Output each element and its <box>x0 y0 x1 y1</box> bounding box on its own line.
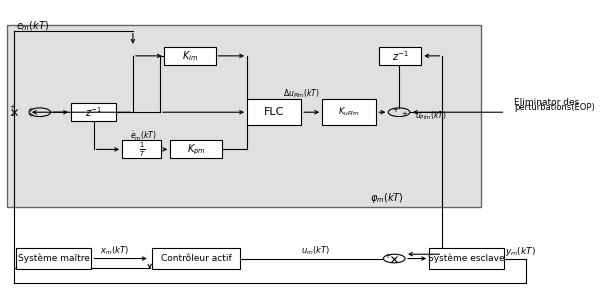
Text: Eliminator des: Eliminator des <box>515 98 580 107</box>
FancyBboxPatch shape <box>16 248 91 269</box>
Text: +: + <box>9 104 15 110</box>
Text: $u_m(kT)$: $u_m(kT)$ <box>301 245 330 257</box>
Text: $\varphi_m(kT)$: $\varphi_m(kT)$ <box>370 191 404 205</box>
Text: $e_m(kT)$: $e_m(kT)$ <box>16 20 49 33</box>
Text: $\Delta u_{PIm}(kT)$: $\Delta u_{PIm}(kT)$ <box>283 88 319 100</box>
Text: $\dot{e}_m(kT)$: $\dot{e}_m(kT)$ <box>130 130 157 143</box>
Text: Système maître: Système maître <box>18 254 90 263</box>
Text: $x_m(kT)$: $x_m(kT)$ <box>100 245 129 257</box>
Text: +: + <box>27 107 33 113</box>
FancyBboxPatch shape <box>379 47 421 65</box>
FancyBboxPatch shape <box>429 248 504 269</box>
Text: +: + <box>27 112 33 118</box>
FancyBboxPatch shape <box>152 248 239 269</box>
Text: perturbations(EOP): perturbations(EOP) <box>515 103 595 112</box>
Text: $\frac{1}{T}$: $\frac{1}{T}$ <box>139 140 145 158</box>
FancyBboxPatch shape <box>165 47 216 65</box>
Text: +: + <box>401 111 407 117</box>
Text: Contrôleur actif: Contrôleur actif <box>161 254 231 263</box>
Text: $u_{PIm}(kT)$: $u_{PIm}(kT)$ <box>415 109 447 122</box>
Text: $-$: $-$ <box>9 111 16 117</box>
FancyBboxPatch shape <box>247 99 301 126</box>
Text: $K_{im}$: $K_{im}$ <box>182 49 198 63</box>
Text: +: + <box>385 253 391 259</box>
Text: $z^{-1}$: $z^{-1}$ <box>392 49 409 63</box>
FancyBboxPatch shape <box>322 99 376 126</box>
FancyBboxPatch shape <box>71 103 117 121</box>
Text: $K_{pm}$: $K_{pm}$ <box>187 142 206 157</box>
FancyBboxPatch shape <box>7 25 481 207</box>
FancyBboxPatch shape <box>122 141 161 158</box>
Text: Système esclave: Système esclave <box>428 254 505 263</box>
Text: $z^{-1}$: $z^{-1}$ <box>85 105 103 119</box>
Text: $K_{uPIm}$: $K_{uPIm}$ <box>338 106 360 118</box>
FancyBboxPatch shape <box>171 141 222 158</box>
Text: FLC: FLC <box>264 107 284 117</box>
Text: +: + <box>392 107 398 113</box>
Text: $y_m(kT)$: $y_m(kT)$ <box>505 245 536 258</box>
